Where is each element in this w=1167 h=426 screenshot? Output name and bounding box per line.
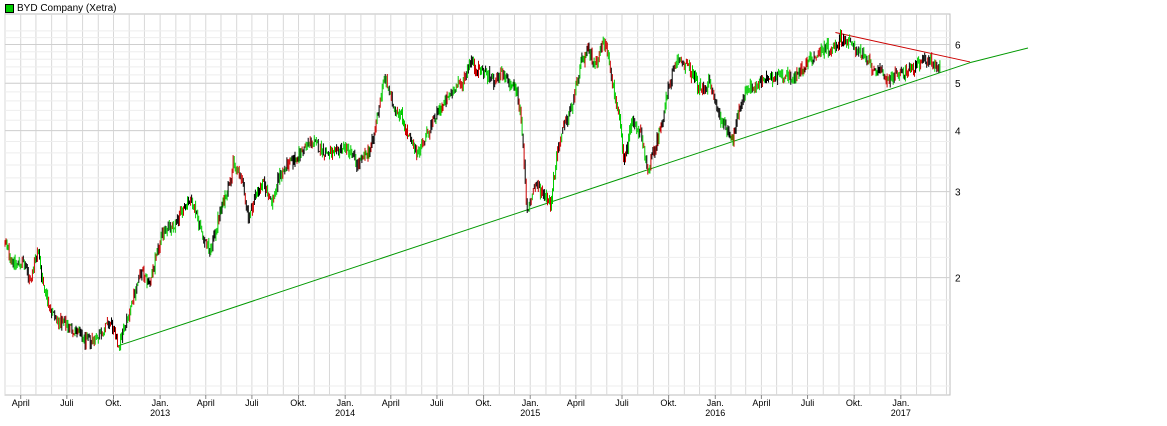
x-tick-label: Juli: [615, 398, 629, 408]
x-year-label: 2015: [520, 408, 540, 418]
x-tick-label: Jan.: [892, 398, 909, 408]
x-tick-label: Okt.: [660, 398, 677, 408]
x-tick-label: April: [197, 398, 215, 408]
legend-swatch: [5, 4, 14, 13]
chart-legend: BYD Company (Xetra): [5, 3, 116, 14]
x-year-label: 2016: [705, 408, 725, 418]
x-tick-label: Juli: [430, 398, 444, 408]
price-candles: [4, 29, 941, 351]
x-tick-label: Okt.: [105, 398, 122, 408]
x-tick-label: April: [382, 398, 400, 408]
grid-layer: [4, 13, 951, 396]
x-tick-label: Jan.: [337, 398, 354, 408]
x-tick-label: Juli: [801, 398, 815, 408]
x-tick-label: Juli: [245, 398, 259, 408]
support-trendline-extension: [969, 47, 1029, 64]
x-tick-label: Jan.: [522, 398, 539, 408]
x-tick-label: Okt.: [290, 398, 307, 408]
x-year-label: 2014: [335, 408, 355, 418]
x-tick-label: Okt.: [846, 398, 863, 408]
x-tick-label: Okt.: [475, 398, 492, 408]
x-tick-label: April: [567, 398, 585, 408]
x-tick-label: Jan.: [152, 398, 169, 408]
x-tick-label: April: [752, 398, 770, 408]
support-trendline: [117, 62, 971, 347]
y-tick-label: 2: [955, 274, 961, 285]
y-tick-label: 4: [955, 127, 961, 138]
resistance-trendline: [835, 32, 971, 63]
trendline-layer: [117, 32, 1029, 347]
x-year-label: 2013: [150, 408, 170, 418]
y-tick-label: 5: [955, 79, 961, 90]
legend-label: BYD Company (Xetra): [17, 3, 117, 14]
x-year-label: 2017: [891, 408, 911, 418]
x-tick-label: Juli: [60, 398, 74, 408]
x-tick-label: April: [12, 398, 30, 408]
y-tick-label: 3: [955, 188, 961, 199]
x-tick-label: Jan.: [707, 398, 724, 408]
y-tick-label: 6: [955, 41, 961, 52]
